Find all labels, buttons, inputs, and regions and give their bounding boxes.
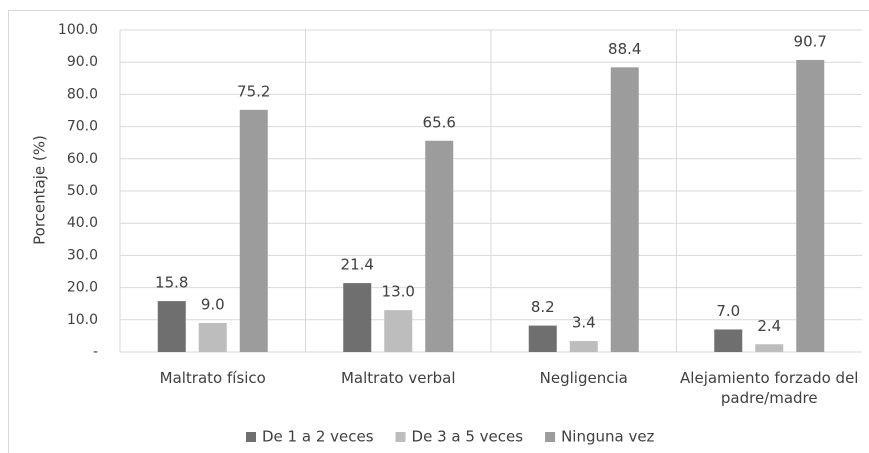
- data-label: 2.4: [757, 317, 781, 335]
- legend-label: De 1 a 2 veces: [262, 428, 374, 446]
- legend-label: De 3 a 5 veces: [412, 428, 524, 446]
- y-tick-label: 70.0: [67, 119, 98, 135]
- bar: [239, 109, 268, 352]
- y-tick-label: 50.0: [67, 183, 98, 199]
- bar: [198, 323, 227, 352]
- data-label: 15.8: [155, 274, 188, 292]
- data-label: 8.2: [531, 298, 555, 316]
- legend-swatch: [545, 432, 556, 442]
- y-tick-label: 30.0: [67, 247, 98, 263]
- legend-label: Ninguna vez: [561, 428, 654, 446]
- bar: [610, 67, 639, 353]
- y-tick-label: 90.0: [67, 54, 98, 70]
- x-tick-label: Maltrato físico: [159, 369, 266, 387]
- bar: [343, 283, 372, 352]
- data-label: 90.7: [794, 32, 827, 50]
- y-axis-label: Porcentaje (%): [31, 135, 49, 245]
- bar: [755, 344, 784, 352]
- y-tick-label: -: [93, 344, 98, 360]
- data-label: 75.2: [237, 82, 270, 100]
- y-tick-label: 60.0: [67, 151, 98, 167]
- y-tick-label: 10.0: [67, 312, 98, 328]
- x-tick-label: Maltrato verbal: [340, 369, 456, 387]
- data-label: 3.4: [572, 314, 596, 332]
- y-tick-label: 80.0: [67, 86, 98, 102]
- data-label: 9.0: [201, 296, 225, 314]
- y-tick-label: 40.0: [67, 215, 98, 231]
- bar: [569, 341, 598, 352]
- bar: [714, 329, 743, 352]
- y-tick-label: 20.0: [67, 280, 98, 296]
- data-label: 88.4: [608, 40, 641, 58]
- bar: [384, 310, 413, 352]
- bar: [796, 59, 825, 353]
- legend-swatch: [395, 432, 406, 442]
- data-label: 21.4: [341, 256, 374, 274]
- x-tick-label: Negligencia: [539, 369, 628, 387]
- bar: [425, 140, 454, 352]
- y-tick-label: 100.0: [58, 22, 98, 38]
- legend-swatch: [246, 432, 256, 442]
- data-label: 13.0: [382, 283, 415, 301]
- data-label: 7.0: [716, 302, 740, 320]
- bar: [528, 325, 557, 352]
- data-label: 65.6: [423, 113, 456, 131]
- x-tick-label: Alejamiento forzado del padre/madre: [680, 369, 859, 407]
- chart-border: [8, 10, 869, 453]
- bar: [157, 301, 186, 352]
